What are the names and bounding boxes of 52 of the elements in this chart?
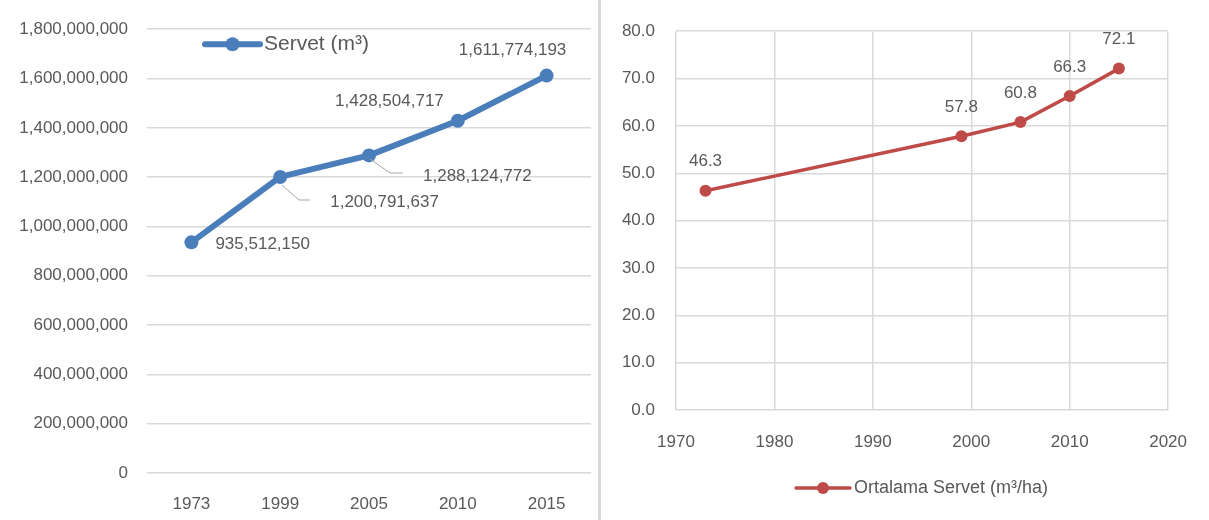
x-tick-label: 1980 <box>755 431 794 451</box>
x-tick-label: 2000 <box>952 431 991 451</box>
x-tick-label: 2010 <box>438 493 477 513</box>
data-label: 935,512,150 <box>215 234 310 254</box>
legend-label: Ortalama Servet (m³/ha) <box>854 476 1049 497</box>
data-label: 1,288,124,772 <box>423 166 532 186</box>
y-tick-label: 1,600,000,000 <box>19 68 128 88</box>
point <box>1063 90 1076 103</box>
data-label: 66.3 <box>1053 56 1087 76</box>
x-tick-label: 2020 <box>1149 431 1187 451</box>
point <box>450 113 465 128</box>
y-tick-label: 10.0 <box>621 352 655 372</box>
point <box>184 235 199 250</box>
point <box>955 130 968 143</box>
data-label: 1,428,504,717 <box>335 91 444 111</box>
y-tick-label: 1,200,000,000 <box>19 166 128 186</box>
y-tick-label: 1,400,000,000 <box>19 117 128 137</box>
point <box>699 184 712 197</box>
y-tick-label: 20.0 <box>621 304 655 324</box>
x-tick-label: 2010 <box>1050 431 1089 451</box>
y-tick-label: 400,000,000 <box>33 364 128 384</box>
x-tick-label: 1970 <box>657 431 695 451</box>
y-tick-label: 0.0 <box>631 399 655 419</box>
x-tick-label: 2005 <box>350 493 388 513</box>
data-label: 1,611,774,193 <box>458 40 567 60</box>
x-tick-label: 1973 <box>172 493 211 513</box>
y-tick-label: 1,800,000,000 <box>19 18 128 38</box>
y-tick-label: 200,000,000 <box>33 413 128 433</box>
legend-label: Servet (m³) <box>264 31 369 54</box>
y-tick-label: 600,000,000 <box>33 314 128 334</box>
x-tick-label: 2015 <box>527 493 566 513</box>
point <box>1112 62 1125 75</box>
y-tick-label: 0 <box>118 462 128 482</box>
data-label: 57.8 <box>944 97 978 116</box>
data-label: 1,200,791,637 <box>330 191 439 211</box>
y-tick-label: 30.0 <box>621 257 655 277</box>
y-tick-label: 60.0 <box>621 115 655 135</box>
point <box>1014 116 1027 129</box>
y-tick-label: 80.0 <box>621 20 655 40</box>
y-tick-label: 800,000,000 <box>33 265 128 285</box>
y-tick-label: 70.0 <box>621 68 655 88</box>
x-tick-label: 1999 <box>261 493 300 513</box>
y-tick-label: 40.0 <box>621 210 655 230</box>
point <box>539 68 554 83</box>
data-label: 72.1 <box>1102 29 1136 49</box>
point <box>362 148 376 163</box>
y-tick-label: 50.0 <box>621 162 655 182</box>
y-tick-label: 1,000,000,000 <box>19 216 128 236</box>
data-label: 60.8 <box>1003 82 1038 102</box>
point <box>273 169 288 184</box>
x-tick-label: 1990 <box>853 431 892 451</box>
data-label: 46.3 <box>688 151 723 171</box>
